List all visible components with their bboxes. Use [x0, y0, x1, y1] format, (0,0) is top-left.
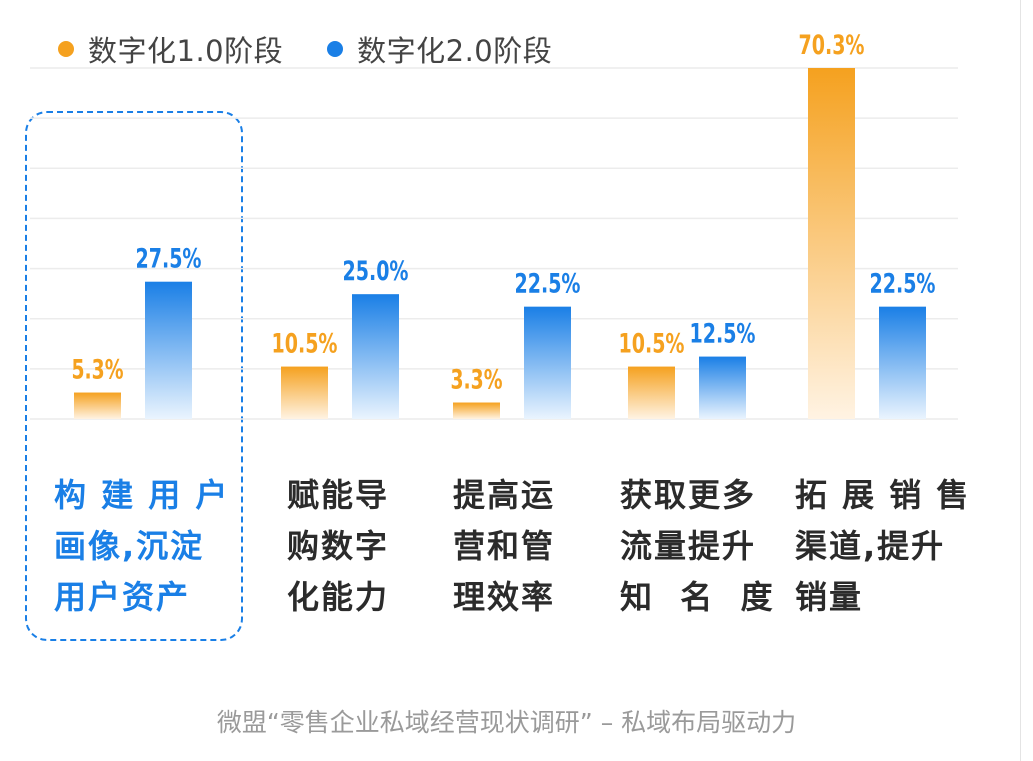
category-label-line: 化能力	[287, 578, 390, 616]
category-label-line: 理效率	[453, 578, 556, 616]
value-label-series-2-cat-5: 22.5%	[870, 269, 936, 300]
category-label-line: 画像,沉淀	[54, 527, 205, 565]
bar-series-2-cat-2	[352, 294, 399, 419]
legend-label: 数字化1.0阶段	[88, 34, 284, 68]
category-label-2: 赋能导 购数字 化能力	[287, 470, 389, 623]
bar-series-2-cat-5	[879, 306, 926, 419]
bar-series-1-cat-4	[628, 366, 675, 419]
bar-series-1-cat-2	[281, 366, 328, 419]
value-label-series-1-cat-2: 10.5%	[272, 329, 338, 360]
category-label-3: 提高运 营和管 理效率	[453, 470, 555, 623]
category-label-5: 拓 展 销 售渠道,提升销量	[795, 470, 970, 623]
category-label-line: 获取更多	[620, 476, 757, 514]
category-label-4: 获取更多流量提升知 名 度	[620, 470, 775, 623]
legend-dot-icon	[58, 41, 74, 57]
category-label-line: 赋能导	[287, 476, 390, 514]
category-label-line: 构 建 用 户	[54, 476, 230, 514]
value-label-series-2-cat-4: 12.5%	[690, 319, 756, 350]
category-label-line: 提高运	[453, 476, 556, 514]
legend-dot-icon	[327, 41, 344, 57]
bar-series-2-cat-1	[145, 281, 192, 419]
category-label-1: 构 建 用 户画像,沉淀用户资产	[54, 470, 229, 623]
legend-item-series-2: 数字化2.0阶段	[327, 28, 552, 70]
value-label-series-1-cat-4: 10.5%	[619, 329, 685, 360]
category-label-line: 购数字	[287, 527, 390, 565]
bar-series-2-cat-4	[699, 356, 746, 419]
bar-series-1-cat-5	[808, 68, 855, 419]
category-label-line: 渠道,提升	[795, 527, 946, 565]
right-edge-divider	[1020, 0, 1021, 761]
chart-legend: 数字化1.0阶段 数字化2.0阶段	[58, 28, 596, 70]
bar-series-2-cat-3	[524, 306, 571, 419]
bar-series-1-cat-3	[453, 402, 500, 419]
value-label-series-1-cat-3: 3.3%	[451, 365, 503, 396]
category-label-line: 用户资产	[54, 578, 191, 616]
category-label-line: 知 名 度	[620, 578, 775, 616]
highlighted-category-box	[25, 111, 243, 641]
value-label-series-2-cat-1: 27.5%	[136, 244, 202, 275]
category-label-line: 拓 展 销 售	[795, 476, 971, 514]
bar-series-1-cat-1	[74, 392, 121, 419]
category-label-line: 营和管	[453, 527, 556, 565]
value-label-series-2-cat-2: 25.0%	[343, 256, 409, 287]
category-label-line: 销量	[795, 578, 864, 616]
value-label-series-2-cat-3: 22.5%	[515, 269, 581, 300]
legend-item-series-1: 数字化1.0阶段	[58, 28, 283, 70]
legend-label: 数字化2.0阶段	[357, 34, 553, 68]
value-label-series-1-cat-1: 5.3%	[72, 355, 124, 386]
value-label-series-1-cat-5: 70.3%	[799, 30, 865, 61]
category-label-line: 流量提升	[620, 527, 757, 565]
source-footer: 微盟“零售企业私域经营现状调研” – 私域布局驱动力	[216, 708, 797, 737]
